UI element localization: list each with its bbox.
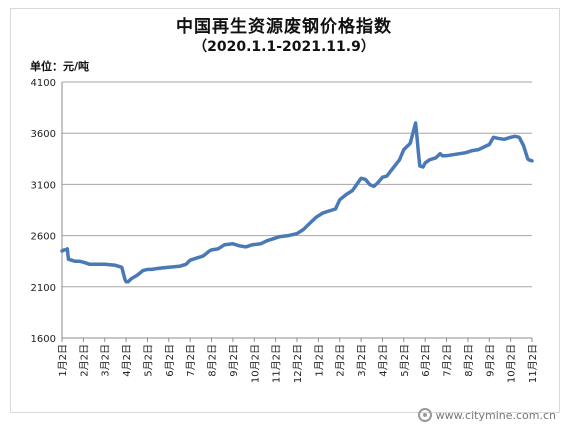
x-tick-label: 3月2日 — [100, 344, 112, 377]
x-tick-label: 2月2日 — [335, 344, 347, 377]
x-tick-label: 5月2日 — [142, 344, 154, 377]
watermark: www.citymine.com.cn — [417, 408, 556, 422]
y-tick-label: 1600 — [31, 334, 56, 345]
y-tick-label: 3600 — [31, 129, 56, 140]
x-tick-label: 8月2日 — [463, 344, 475, 377]
x-tick-label: 11月2日 — [527, 344, 539, 383]
x-tick-label: 6月2日 — [164, 344, 176, 377]
y-tick-label: 2600 — [31, 232, 56, 243]
citymine-logo-icon — [417, 408, 432, 422]
x-tick-label: 7月2日 — [442, 344, 454, 377]
x-tick-label: 5月2日 — [399, 344, 411, 377]
y-tick-label: 2100 — [31, 283, 56, 294]
chart-subtitle: （2020.1.1-2021.11.9） — [193, 39, 375, 55]
x-tick-label: 1月2日 — [57, 344, 69, 377]
x-tick-label: 7月2日 — [185, 344, 197, 377]
x-tick-label: 3月2日 — [356, 344, 368, 377]
x-tick-label: 2月2日 — [78, 344, 90, 377]
x-tick-label: 1月2日 — [313, 344, 325, 377]
x-tick-label: 6月2日 — [420, 344, 432, 377]
x-tick-label: 8月2日 — [207, 344, 219, 377]
y-axis-unit-label: 单位：元/吨 — [30, 60, 90, 73]
price-index-line — [60, 121, 534, 284]
x-tick-label: 9月2日 — [484, 344, 496, 377]
x-tick-label: 11月2日 — [271, 344, 283, 383]
x-tick-label: 12月2日 — [292, 344, 304, 383]
chart-title: 中国再生资源废钢价格指数 — [176, 17, 392, 37]
y-tick-label: 4100 — [31, 78, 56, 89]
watermark-text: www.citymine.com.cn — [435, 408, 556, 422]
x-tick-label: 4月2日 — [121, 344, 133, 377]
x-tick-label: 10月2日 — [249, 344, 261, 383]
x-tick-label: 10月2日 — [506, 344, 518, 383]
y-tick-label: 3100 — [31, 180, 56, 191]
x-tick-label: 9月2日 — [228, 344, 240, 377]
x-tick-label: 4月2日 — [377, 344, 389, 377]
chart-frame — [10, 8, 560, 413]
